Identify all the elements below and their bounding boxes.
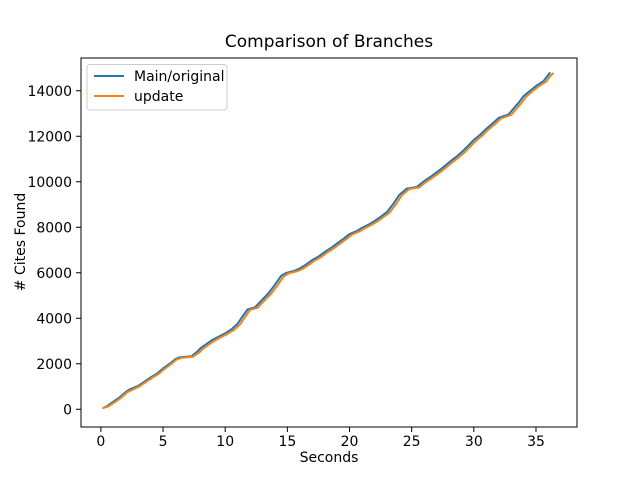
- legend: Main/original update: [86, 64, 228, 111]
- series-line-main-original: [102, 72, 551, 409]
- y-tick-label: 0: [63, 402, 72, 418]
- y-tick-label: 12000: [27, 129, 72, 145]
- plot-area: [81, 58, 577, 427]
- x-tick-label: 15: [278, 434, 296, 450]
- x-tick-label: 35: [527, 434, 545, 450]
- x-tick-label: 25: [403, 434, 421, 450]
- legend-label: update: [134, 89, 183, 105]
- axes-frame: [80, 57, 578, 428]
- x-tick-label: 0: [96, 434, 105, 450]
- x-tick-label: 5: [159, 434, 168, 450]
- y-tick-label: 10000: [27, 175, 72, 191]
- legend-entries: Main/original update: [94, 69, 224, 105]
- series-line-update: [102, 72, 554, 409]
- y-tick-label: 14000: [27, 84, 72, 100]
- x-axis-label: Seconds: [300, 450, 359, 466]
- y-tick-label: 4000: [36, 311, 72, 327]
- legend-label: Main/original: [134, 69, 224, 85]
- x-axis-ticks: 0 5 10 15 20 25 30 35: [96, 427, 545, 450]
- y-axis-label: # Cites Found: [13, 193, 29, 291]
- x-tick-label: 20: [341, 434, 359, 450]
- x-tick-label: 30: [465, 434, 483, 450]
- x-tick-label: 10: [216, 434, 234, 450]
- y-tick-label: 8000: [36, 220, 72, 236]
- y-tick-label: 6000: [36, 266, 72, 282]
- y-tick-label: 2000: [36, 357, 72, 373]
- chart-title: Comparison of Branches: [225, 32, 433, 52]
- y-axis-ticks: 0 2000 4000 6000 8000 10000 12000 14000: [27, 84, 81, 418]
- series-group: [102, 72, 554, 409]
